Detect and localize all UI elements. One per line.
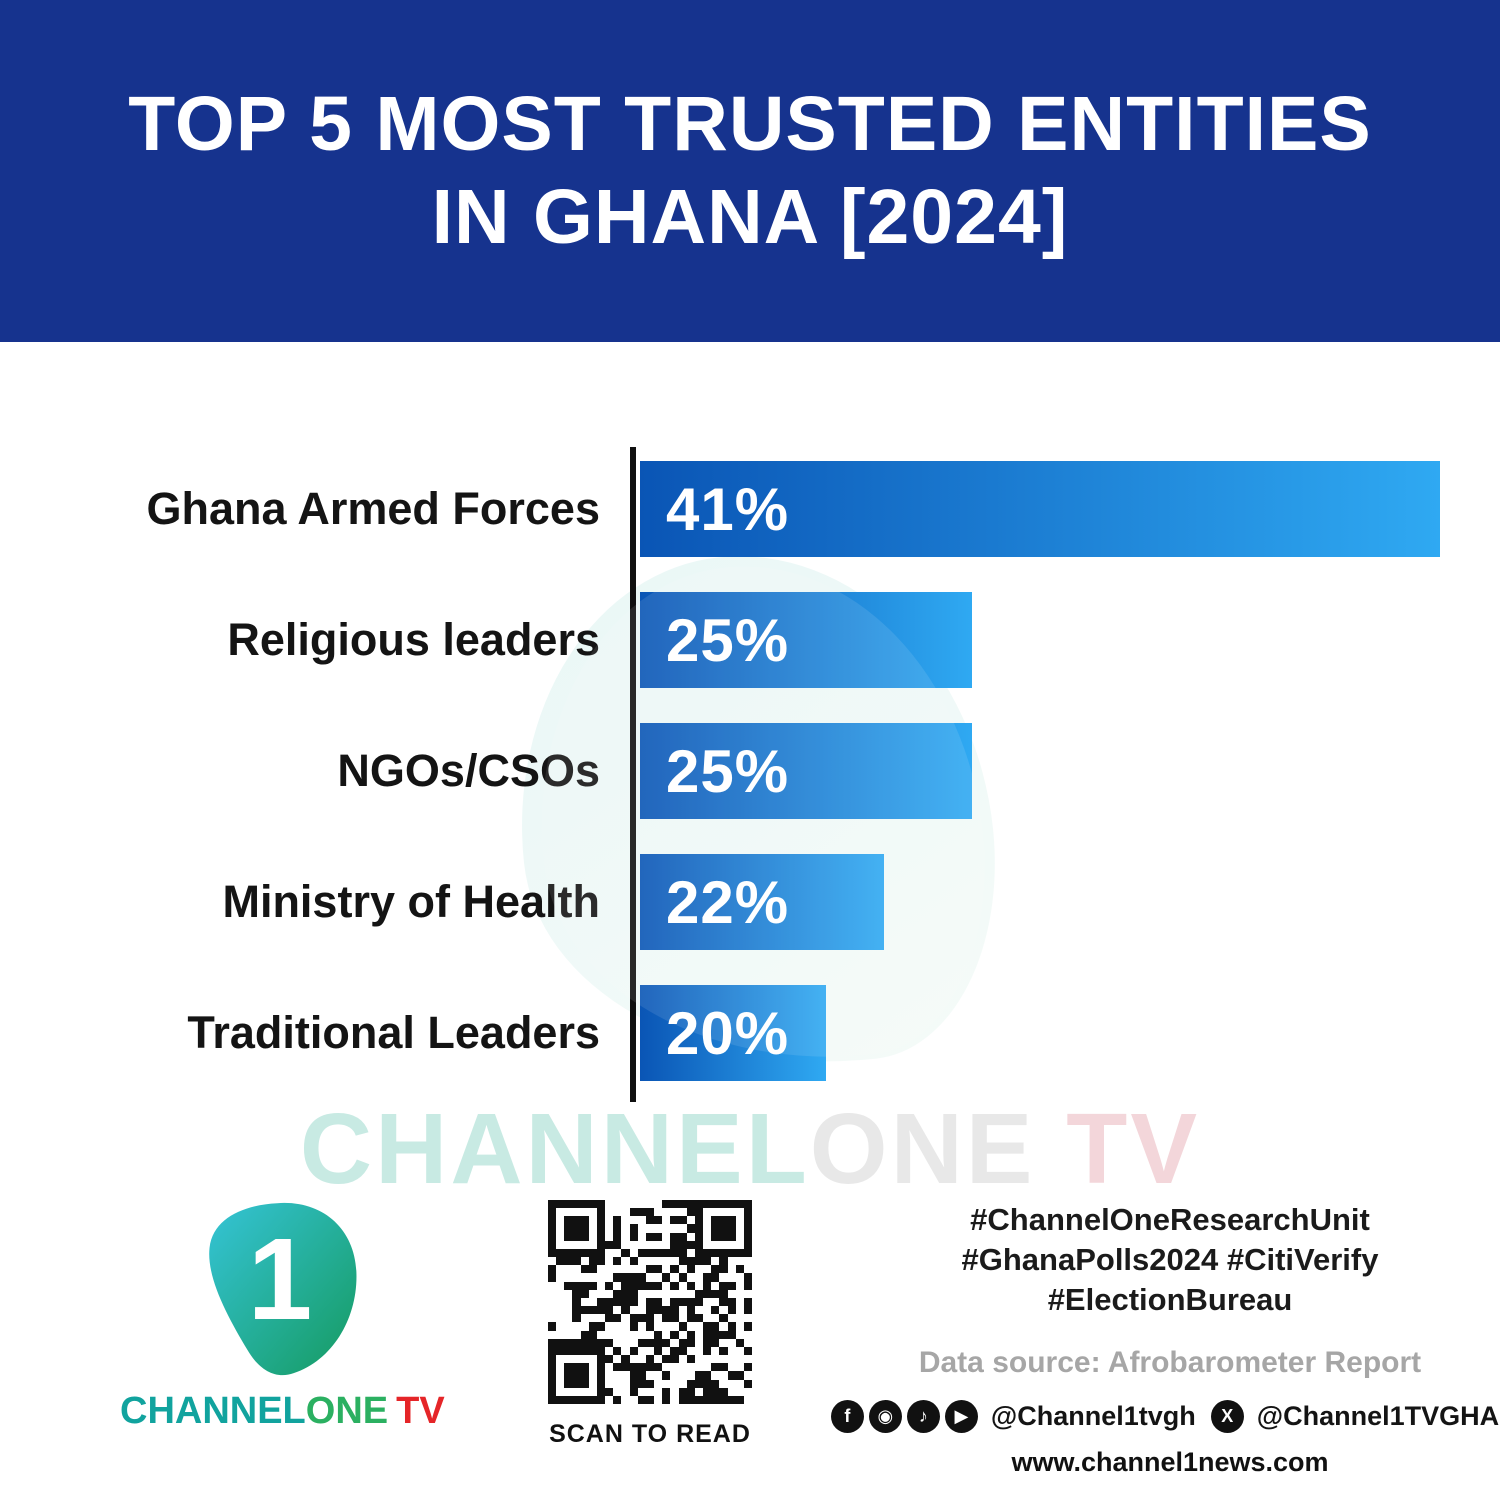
facebook-icon: f	[830, 1400, 864, 1433]
bar-fill: 22%	[640, 854, 884, 950]
bar: 22%	[640, 854, 1440, 950]
hashtags-line-2: #GhanaPolls2024 #CitiVerify	[961, 1242, 1379, 1277]
channel-one-logo: 1 CHANNELONE TV	[120, 1198, 445, 1433]
watermark-tv: TV	[1066, 1093, 1201, 1205]
logo-wordmark: CHANNELONE TV	[120, 1390, 445, 1433]
category-label: Ghana Armed Forces	[146, 483, 600, 534]
website-url: www.channel1news.com	[1011, 1447, 1329, 1477]
bar-value-label: 25%	[666, 606, 790, 674]
bar-value-label: 22%	[666, 868, 790, 936]
x-icon: X	[1210, 1400, 1244, 1433]
bar-chart: Ghana Armed Forces 41% Religious leaders…	[0, 461, 1440, 1081]
youtube-icon: ▶	[944, 1400, 978, 1433]
page-title-line-2: IN GHANA [2024]	[431, 174, 1069, 260]
chart-row: Traditional Leaders 20%	[0, 985, 1440, 1081]
chart-row: Ministry of Health 22%	[0, 854, 1440, 950]
wordmark-one: ONE	[305, 1390, 389, 1432]
tiktok-icon: ♪	[906, 1400, 940, 1433]
qr-code	[548, 1200, 752, 1404]
bar-value-label: 41%	[666, 475, 790, 543]
chart-row: Religious leaders 25%	[0, 592, 1440, 688]
page-title-line-1: TOP 5 MOST TRUSTED ENTITIES	[128, 81, 1372, 168]
category-label: NGOs/CSOs	[337, 745, 600, 796]
bar-fill: 41%	[640, 461, 1440, 557]
logo-mark: 1	[198, 1198, 363, 1380]
social-handle-2: @Channel1TVGHA	[1256, 1401, 1500, 1431]
logo-pick-icon	[208, 1202, 356, 1376]
bar: 20%	[640, 985, 1440, 1081]
instagram-icon: ◉	[868, 1400, 902, 1433]
chart-row: NGOs/CSOs 25%	[0, 723, 1440, 819]
bar-fill: 25%	[640, 592, 972, 688]
bar: 41%	[640, 461, 1440, 557]
social-handle-1: @Channel1tvgh	[990, 1401, 1196, 1431]
bar: 25%	[640, 723, 1440, 819]
category-label: Traditional Leaders	[187, 1007, 600, 1058]
category-label: Religious leaders	[227, 614, 600, 665]
qr-column: SCAN TO READ	[540, 1200, 760, 1449]
hashtags-line-1: #ChannelOneResearchUnit	[970, 1202, 1370, 1237]
header-banner: TOP 5 MOST TRUSTED ENTITIES IN GHANA [20…	[0, 0, 1500, 342]
social-row: f ◉ ♪ ▶ @Channel1tvgh X @Channel1TVGHA	[830, 1400, 1499, 1433]
bar-value-label: 25%	[666, 737, 790, 805]
bar-fill: 20%	[640, 985, 826, 1081]
y-axis-line	[630, 447, 636, 1102]
watermark-one: ONE	[809, 1093, 1036, 1205]
hashtags-line-3: #ElectionBureau	[1047, 1282, 1293, 1317]
bar: 25%	[640, 592, 1440, 688]
bar-value-label: 20%	[666, 999, 790, 1067]
info-column: #ChannelOneResearchUnit #GhanaPolls2024 …	[830, 1200, 1499, 1478]
category-label: Ministry of Health	[222, 876, 600, 927]
bar-fill: 25%	[640, 723, 972, 819]
wordmark-channel: CHANNEL	[120, 1390, 306, 1432]
watermark-text: CHANNELONE TV	[0, 1092, 1500, 1207]
data-source: Data source: Afrobarometer Report	[918, 1346, 1422, 1379]
chart-row: Ghana Armed Forces 41%	[0, 461, 1440, 557]
wordmark-tv: TV	[396, 1390, 445, 1432]
logo-number: 1	[247, 1214, 313, 1344]
watermark-channel: CHANNEL	[299, 1093, 810, 1205]
qr-caption: SCAN TO READ	[549, 1420, 751, 1448]
